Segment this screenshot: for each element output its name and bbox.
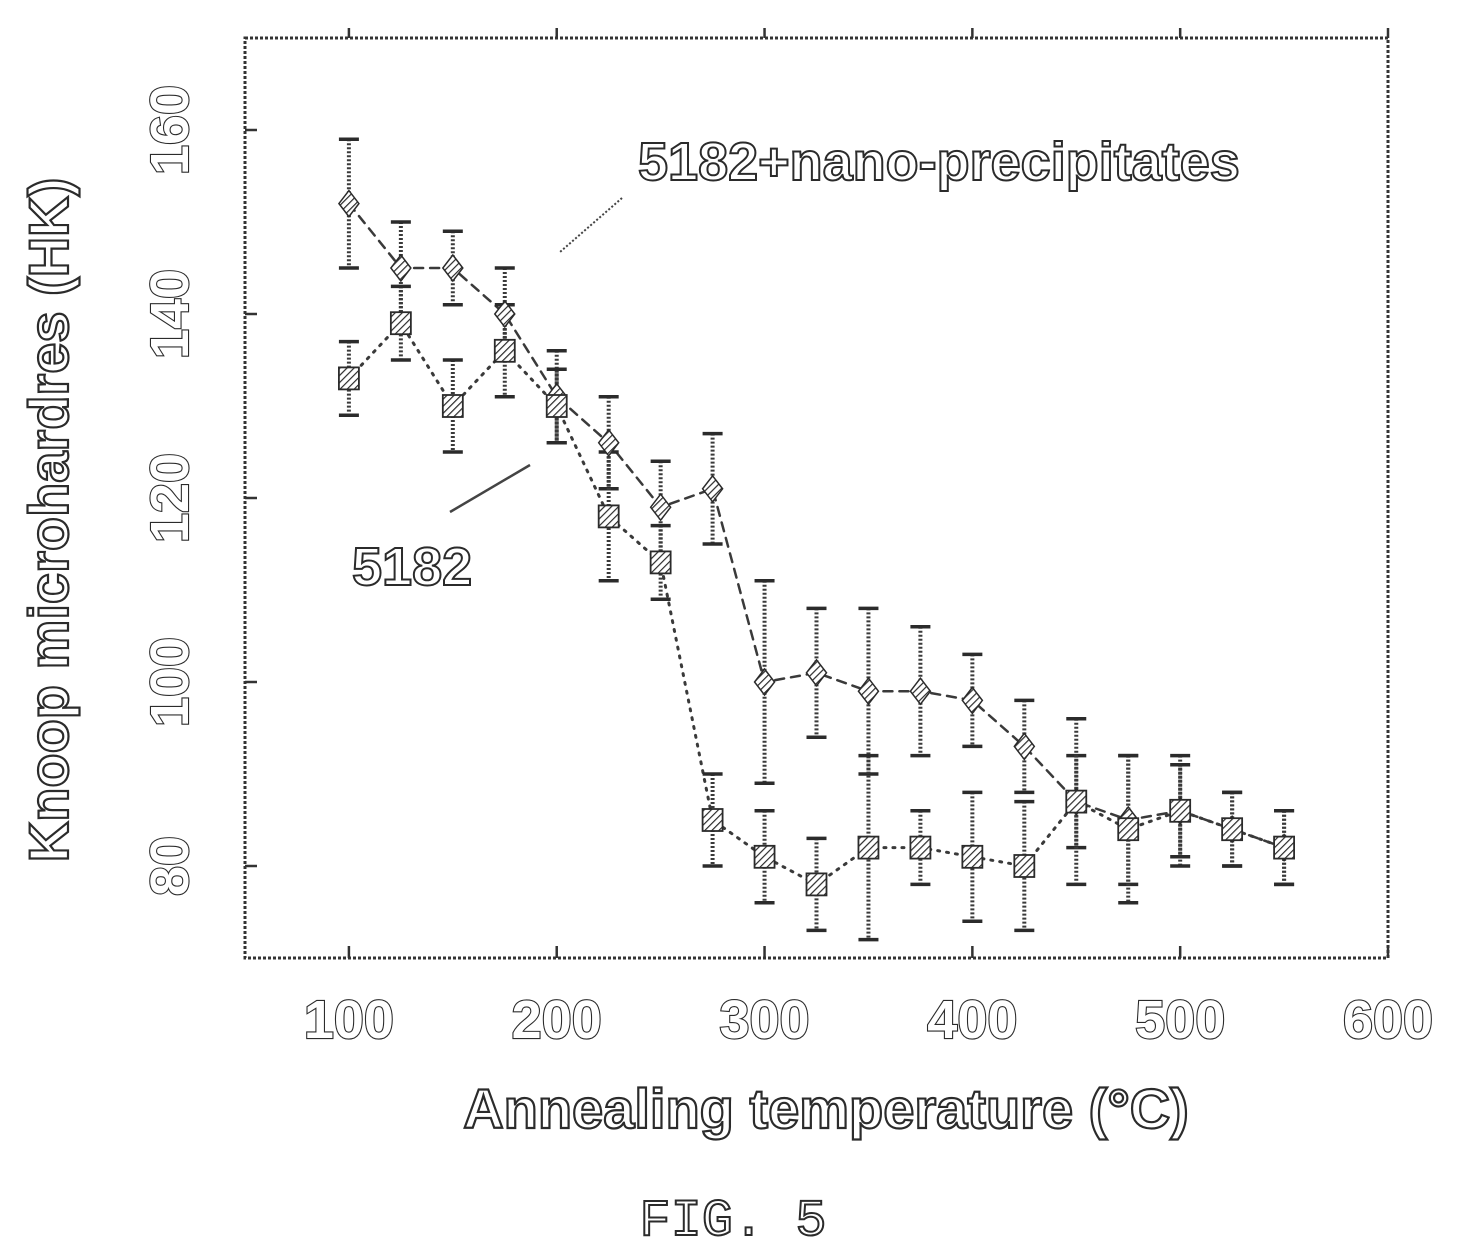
marker-5182 (1013, 854, 1036, 878)
marker-nano-precipitates (753, 667, 776, 697)
marker-5182 (805, 872, 828, 897)
x-tick-label: 200 (512, 990, 602, 1050)
marker-nano-precipitates (1013, 732, 1036, 761)
marker-5182 (493, 338, 516, 363)
x-tick-labels: 100 200 300 400 500 600 (303, 989, 1434, 1051)
marker-5182 (649, 550, 672, 575)
x-tick-label: 500 (1135, 990, 1225, 1050)
marker-nano-precipitates (441, 253, 464, 283)
marker-5182 (338, 366, 360, 391)
marker-5182 (753, 844, 776, 869)
y-tick-label: 160 (140, 85, 200, 175)
marker-nano-precipitates (649, 492, 672, 522)
marker-5182 (857, 835, 880, 860)
marker-nano-precipitates (701, 474, 724, 504)
marker-5182 (961, 844, 984, 869)
x-tick-label: 100 (304, 990, 394, 1050)
data-markers (337, 189, 1296, 897)
marker-nano-precipitates (493, 299, 516, 329)
marker-5182 (389, 311, 412, 336)
y-tick-label: 80 (140, 836, 200, 896)
marker-5182 (1273, 835, 1295, 860)
marker-nano-precipitates (909, 676, 932, 706)
series-lines (347, 202, 1286, 887)
error-bars (338, 137, 1295, 942)
marker-5182 (909, 835, 932, 860)
series-line-nano-precipitates (347, 202, 1286, 849)
y-tick-label: 120 (140, 453, 200, 543)
marker-nano-precipitates (961, 686, 984, 715)
marker-5182 (1169, 798, 1192, 823)
figure-caption: FIG. 5 (639, 1192, 826, 1251)
marker-nano-precipitates (389, 253, 412, 283)
marker-5182 (1117, 817, 1140, 842)
y-tick-label: 140 (140, 269, 200, 359)
annotation-nano-precipitates: 5182+nano-precipitates (638, 132, 1240, 192)
axis-ticks (245, 28, 1390, 958)
marker-nano-precipitates (857, 676, 880, 706)
marker-5182 (701, 808, 724, 832)
x-tick-label: 600 (1343, 990, 1433, 1050)
marker-5182 (545, 394, 568, 418)
series-line-5182 (347, 320, 1286, 887)
marker-nano-precipitates (337, 189, 360, 218)
y-axis-title: Knoop microhardres (HK) (17, 178, 80, 863)
annotation-5182: 5182 (352, 537, 472, 597)
marker-nano-precipitates (805, 658, 828, 688)
annotation-leader-nano (559, 197, 623, 253)
y-tick-label: 100 (140, 637, 200, 727)
annotation-leader-5182 (449, 463, 531, 514)
marker-5182 (1221, 817, 1244, 842)
x-axis-title: Annealing temperature (°C) (463, 1077, 1189, 1140)
x-tick-label: 400 (927, 990, 1017, 1050)
marker-nano-precipitates (597, 428, 620, 458)
y-tick-labels: 80 100 120 140 160 (139, 84, 201, 897)
marker-5182 (597, 504, 620, 529)
marker-5182 (1065, 789, 1088, 814)
x-tick-label: 300 (719, 990, 809, 1050)
marker-5182 (441, 394, 464, 418)
